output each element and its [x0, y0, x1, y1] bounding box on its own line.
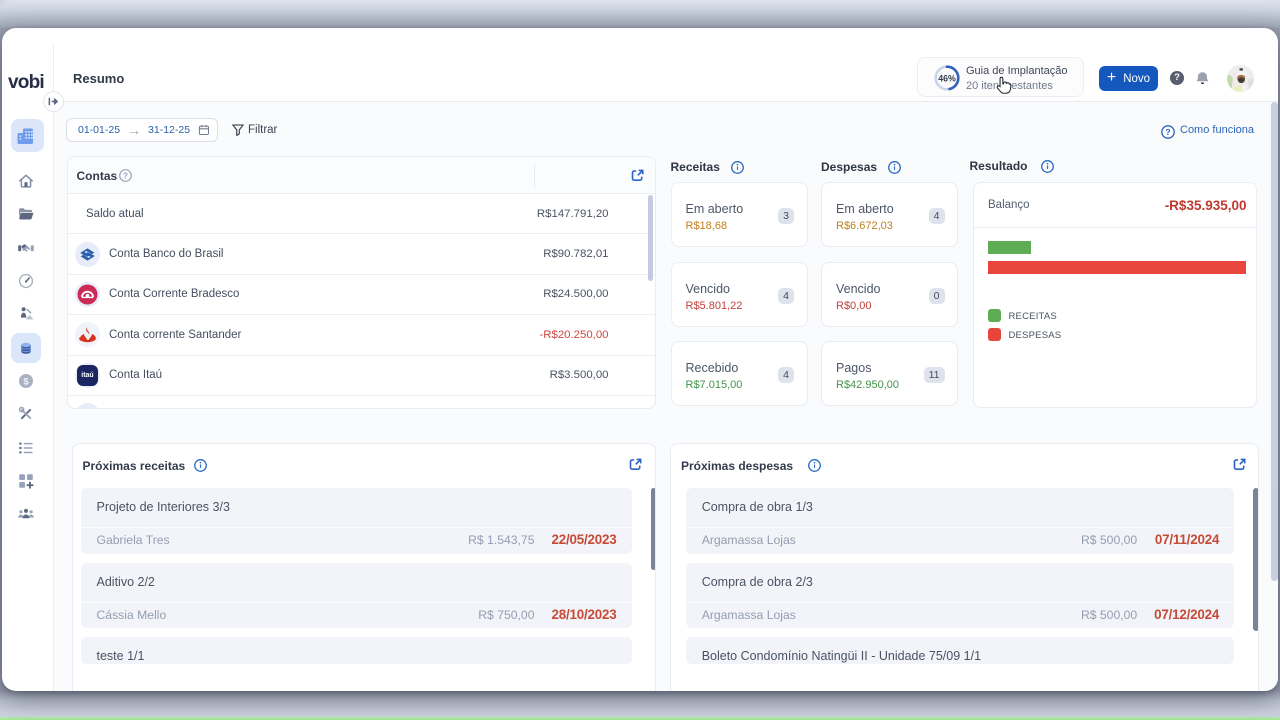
svg-text:$: $	[23, 376, 29, 387]
svg-text:?: ?	[1165, 127, 1170, 137]
svg-text:?: ?	[123, 171, 128, 180]
svg-text:46%: 46%	[938, 73, 956, 83]
